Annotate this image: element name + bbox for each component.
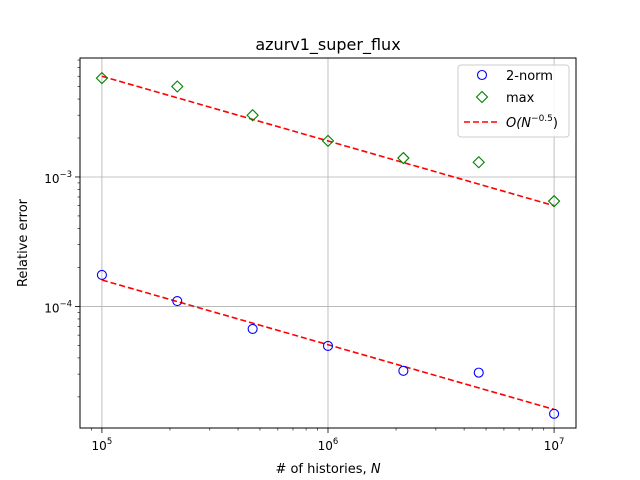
y-axis: 10−4 10−3 [44, 59, 80, 398]
point-2-norm [322, 340, 334, 351]
point-2-norm [247, 323, 258, 334]
point-max [170, 80, 184, 93]
point-max [547, 194, 561, 208]
point-max [472, 155, 486, 169]
legend-label-2-norm: 2-norm [506, 69, 553, 84]
markers [95, 71, 561, 419]
x-tick-label: 105 [92, 437, 113, 453]
x-tick-label: 106 [318, 437, 339, 453]
point-2-norm [549, 408, 560, 419]
legend: 2-norm max O(N−0.5) [457, 64, 570, 138]
fit-line-1 [101, 279, 555, 411]
y-axis-label: Relative error [16, 198, 31, 287]
legend-label-fit: O(N−0.5) [506, 114, 558, 131]
legend-marker-2-norm [476, 69, 488, 81]
point-max [321, 134, 335, 148]
point-max [246, 108, 259, 122]
legend-label-max: max [506, 91, 535, 106]
x-tick-label: 107 [544, 437, 565, 453]
point-2-norm [398, 365, 409, 376]
point-max [95, 71, 109, 85]
y-tick-label: 10−3 [44, 170, 72, 186]
x-axis-label: # of histories, N [275, 462, 380, 477]
legend-box [457, 64, 570, 138]
point-max [397, 151, 410, 165]
fit-line-0 [101, 75, 555, 207]
point-2-norm [96, 269, 107, 281]
y-tick-label: 10−4 [44, 299, 72, 315]
x-axis: 105 106 107 [91, 428, 565, 453]
legend-marker-max [475, 90, 489, 104]
chart-title: azurv1_super_flux [255, 35, 400, 55]
point-2-norm [473, 367, 484, 378]
fit-lines [101, 75, 555, 411]
point-2-norm [172, 296, 183, 307]
